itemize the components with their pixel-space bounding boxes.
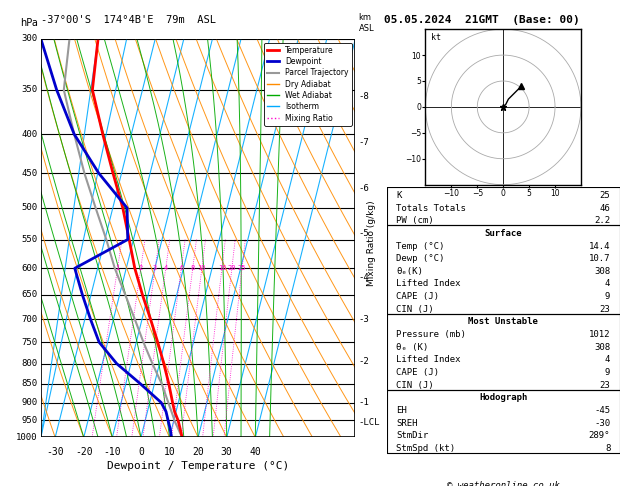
Text: 1012: 1012 xyxy=(589,330,610,339)
Text: 4: 4 xyxy=(605,279,610,289)
Text: StmDir: StmDir xyxy=(396,431,428,440)
Text: Pressure (mb): Pressure (mb) xyxy=(396,330,466,339)
Text: 16: 16 xyxy=(218,265,226,271)
Text: 900: 900 xyxy=(21,398,38,407)
Text: 25: 25 xyxy=(599,191,610,200)
Text: hPa: hPa xyxy=(20,18,38,28)
Text: 25: 25 xyxy=(238,265,247,271)
Text: -6: -6 xyxy=(359,184,369,193)
Text: 05.05.2024  21GMT  (Base: 00): 05.05.2024 21GMT (Base: 00) xyxy=(384,15,579,25)
Text: 46: 46 xyxy=(599,204,610,212)
Text: CIN (J): CIN (J) xyxy=(396,305,434,314)
Text: 308: 308 xyxy=(594,267,610,276)
Text: 9: 9 xyxy=(605,292,610,301)
Text: Surface: Surface xyxy=(484,229,522,238)
Text: -8: -8 xyxy=(359,92,369,101)
Text: θₑ(K): θₑ(K) xyxy=(396,267,423,276)
Text: -20: -20 xyxy=(75,447,92,457)
Text: 1: 1 xyxy=(116,265,120,271)
Text: 3: 3 xyxy=(153,265,157,271)
Text: -30: -30 xyxy=(47,447,64,457)
Text: -45: -45 xyxy=(594,406,610,415)
Text: 10.7: 10.7 xyxy=(589,254,610,263)
Text: 2.2: 2.2 xyxy=(594,216,610,225)
Text: 20: 20 xyxy=(228,265,236,271)
Text: -1: -1 xyxy=(359,398,369,407)
Text: 550: 550 xyxy=(21,235,38,244)
Text: SREH: SREH xyxy=(396,418,418,428)
Text: -10: -10 xyxy=(104,447,121,457)
Text: -37°00'S  174°4B'E  79m  ASL: -37°00'S 174°4B'E 79m ASL xyxy=(41,15,216,25)
Text: 30: 30 xyxy=(221,447,233,457)
Text: Hodograph: Hodograph xyxy=(479,393,527,402)
Text: K: K xyxy=(396,191,401,200)
Text: 10: 10 xyxy=(164,447,175,457)
Text: -2: -2 xyxy=(359,357,369,366)
Text: 0: 0 xyxy=(138,447,144,457)
Text: 350: 350 xyxy=(21,86,38,94)
Text: EH: EH xyxy=(396,406,407,415)
Text: 850: 850 xyxy=(21,379,38,388)
Text: Totals Totals: Totals Totals xyxy=(396,204,466,212)
Text: -3: -3 xyxy=(359,315,369,324)
Text: Mixing Ratio (g/kg): Mixing Ratio (g/kg) xyxy=(367,200,376,286)
Text: 750: 750 xyxy=(21,338,38,347)
Text: 1000: 1000 xyxy=(16,433,38,442)
Text: -4: -4 xyxy=(359,273,369,281)
Text: kt: kt xyxy=(431,33,441,41)
Text: 20: 20 xyxy=(192,447,204,457)
Text: 800: 800 xyxy=(21,359,38,368)
Text: 289°: 289° xyxy=(589,431,610,440)
Text: 2: 2 xyxy=(138,265,143,271)
Text: 500: 500 xyxy=(21,204,38,212)
Text: Most Unstable: Most Unstable xyxy=(468,317,538,327)
Text: -30: -30 xyxy=(594,418,610,428)
Text: 4: 4 xyxy=(164,265,168,271)
Text: 650: 650 xyxy=(21,290,38,299)
Text: 308: 308 xyxy=(594,343,610,352)
Text: 400: 400 xyxy=(21,130,38,139)
Text: 600: 600 xyxy=(21,264,38,273)
Text: km
ASL: km ASL xyxy=(359,13,374,33)
Text: 23: 23 xyxy=(599,305,610,314)
Text: 9: 9 xyxy=(605,368,610,377)
Text: 6: 6 xyxy=(179,265,184,271)
Text: 40: 40 xyxy=(250,447,261,457)
Text: Dewp (°C): Dewp (°C) xyxy=(396,254,445,263)
Text: θₑ (K): θₑ (K) xyxy=(396,343,428,352)
Text: StmSpd (kt): StmSpd (kt) xyxy=(396,444,455,453)
Text: Lifted Index: Lifted Index xyxy=(396,279,460,289)
Text: PW (cm): PW (cm) xyxy=(396,216,434,225)
Text: -7: -7 xyxy=(359,138,369,147)
Text: CIN (J): CIN (J) xyxy=(396,381,434,390)
Text: -LCL: -LCL xyxy=(359,418,380,427)
Text: 300: 300 xyxy=(21,35,38,43)
Text: 23: 23 xyxy=(599,381,610,390)
Text: 8: 8 xyxy=(605,444,610,453)
Text: 10: 10 xyxy=(198,265,206,271)
Text: 700: 700 xyxy=(21,315,38,324)
Text: 4: 4 xyxy=(605,355,610,364)
Text: -5: -5 xyxy=(359,229,369,238)
Text: 14.4: 14.4 xyxy=(589,242,610,250)
Text: Temp (°C): Temp (°C) xyxy=(396,242,445,250)
Text: 950: 950 xyxy=(21,416,38,425)
Legend: Temperature, Dewpoint, Parcel Trajectory, Dry Adiabat, Wet Adiabat, Isotherm, Mi: Temperature, Dewpoint, Parcel Trajectory… xyxy=(264,43,352,125)
Text: CAPE (J): CAPE (J) xyxy=(396,368,439,377)
Text: Lifted Index: Lifted Index xyxy=(396,355,460,364)
Text: 8: 8 xyxy=(191,265,195,271)
Text: 450: 450 xyxy=(21,169,38,177)
Text: © weatheronline.co.uk: © weatheronline.co.uk xyxy=(447,481,560,486)
Text: Dewpoint / Temperature (°C): Dewpoint / Temperature (°C) xyxy=(107,461,289,471)
Text: CAPE (J): CAPE (J) xyxy=(396,292,439,301)
